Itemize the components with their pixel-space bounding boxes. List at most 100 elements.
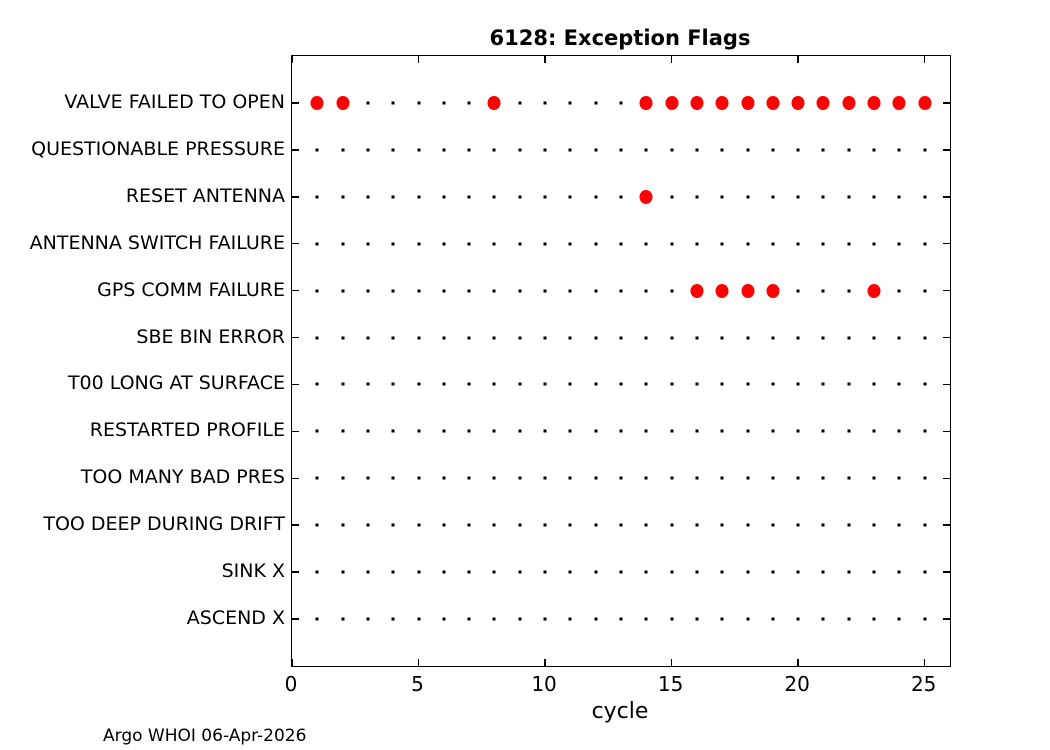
cycle-dot [872,242,876,246]
cycle-dot [341,476,345,480]
cycle-dot [467,429,471,433]
cycle-dot [872,570,876,574]
exception-marker [690,283,704,298]
cycle-dot [619,570,623,574]
cycle-dot [923,148,927,152]
cycle-dot [543,617,547,621]
cycle-dot [467,570,471,574]
cycle-dot [492,242,496,246]
cycle-dot [315,148,319,152]
cycle-dot [619,336,623,340]
cycle-dot [391,429,395,433]
cycle-dot [746,476,750,480]
cycle-dot [467,382,471,386]
cycle-dot [644,523,648,527]
cycle-dot [897,195,901,199]
cycle-dot [492,289,496,293]
cycle-dot [796,148,800,152]
cycle-dot [695,336,699,340]
exception-marker [741,283,755,298]
exception-marker [867,283,881,298]
cycle-dot [341,429,345,433]
cycle-dot [492,617,496,621]
cycle-dot [315,570,319,574]
cycle-dot [720,617,724,621]
x-tick-label: 10 [531,672,557,696]
cycle-dot [695,570,699,574]
cycle-dot [568,523,572,527]
cycle-dot [366,570,370,574]
exception-marker [741,95,755,110]
cycle-dot [619,242,623,246]
x-tick-top [417,56,420,63]
cycle-dot [923,336,927,340]
cycle-dot [746,523,750,527]
cycle-dot [821,289,825,293]
y-tick-left [292,618,299,620]
x-tick-label: 0 [284,672,298,696]
cycle-dot [923,476,927,480]
y-tick-right [943,196,950,198]
cycle-dot [670,148,674,152]
y-tick-right [943,524,950,526]
cycle-dot [391,148,395,152]
cycle-dot [492,336,496,340]
cycle-dot [543,148,547,152]
cycle-dot [467,617,471,621]
cycle-dot [568,617,572,621]
cycle-dot [746,570,750,574]
cycle-dot [442,382,446,386]
cycle-dot [543,429,547,433]
cycle-dot [695,242,699,246]
cycle-dot [847,148,851,152]
x-tick-bottom [670,659,673,666]
cycle-dot [315,195,319,199]
cycle-dot [670,289,674,293]
exception-marker [715,283,729,298]
cycle-dot [670,195,674,199]
x-tick-top [291,56,293,63]
cycle-dot [670,617,674,621]
y-tick-right [943,383,950,386]
cycle-dot [391,617,395,621]
cycle-dot [619,148,623,152]
cycle-dot [366,429,370,433]
cycle-dot [923,195,927,199]
y-axis-label: SBE BIN ERROR [136,325,285,348]
cycle-dot [746,429,750,433]
cycle-dot [670,476,674,480]
y-axis-label: TOO MANY BAD PRES [80,466,285,489]
cycle-dot [619,617,623,621]
cycle-dot [847,429,851,433]
cycle-dot [391,242,395,246]
cycle-dot [492,148,496,152]
cycle-dot [315,523,319,527]
cycle-dot [467,336,471,340]
y-axis-label: VALVE FAILED TO OPEN [64,90,285,113]
cycle-dot [670,336,674,340]
x-tick-label: 25 [910,672,937,696]
y-tick-right [943,242,950,245]
cycle-dot [821,195,825,199]
cycle-dot [442,195,446,199]
cycle-dot [518,101,522,105]
cycle-dot [847,242,851,246]
cycle-dot [492,429,496,433]
y-tick-left [292,477,299,480]
watermark-text: Argo WHOI 06-Apr-2026 [103,726,307,746]
cycle-dot [644,148,648,152]
cycle-dot [442,289,446,293]
cycle-dot [771,570,775,574]
cycle-dot [543,570,547,574]
cycle-dot [341,148,345,152]
cycle-dot [442,476,446,480]
cycle-dot [442,336,446,340]
cycle-dot [847,382,851,386]
cycle-dot [568,476,572,480]
exception-marker [639,189,653,204]
cycle-dot [746,195,750,199]
cycle-dot [543,336,547,340]
cycle-dot [720,382,724,386]
y-tick-right [943,571,950,573]
cycle-dot [847,195,851,199]
